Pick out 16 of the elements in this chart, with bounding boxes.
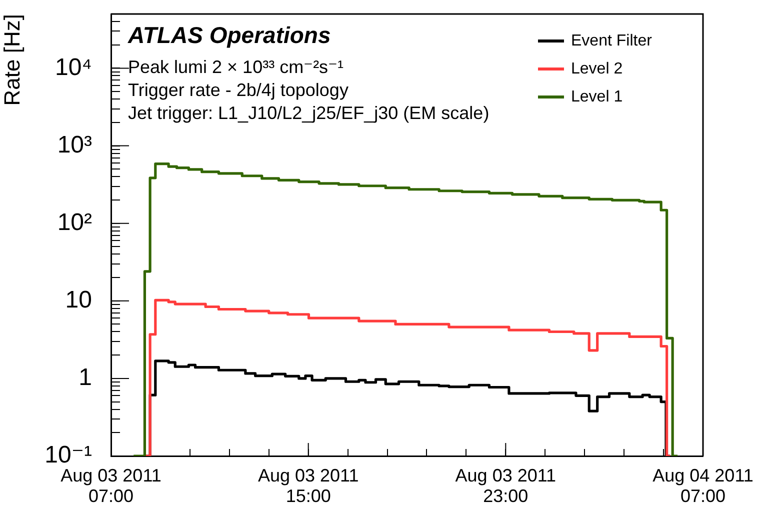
y-tick-label: 10⁴: [54, 54, 92, 81]
chart-title: ATLAS Operations: [127, 22, 331, 48]
y-tick-label: 1: [78, 364, 92, 392]
y-tick-label: 10: [65, 286, 92, 314]
y-tick-label: 10³: [57, 131, 92, 158]
y-tick-label: 10²: [57, 208, 92, 236]
x-tick-label: Aug 04 2011 07:00: [652, 465, 754, 506]
legend-label: Level 1: [571, 88, 623, 106]
annotation: Peak lumi 2 × 10³³ cm⁻²s⁻¹: [128, 57, 344, 77]
legend-label: Level 2: [571, 60, 623, 78]
annotation: Trigger rate - 2b/4j topology: [128, 80, 348, 100]
y-axis-title: Rate [Hz]: [0, 14, 24, 106]
x-tick-label: Aug 03 2011 15:00: [258, 465, 359, 506]
legend-label: Event Filter: [571, 32, 653, 50]
annotation: Jet trigger: L1_J10/L2_j25/EF_j30 (EM scale): [128, 103, 490, 123]
x-tick-label: Aug 03 2011 23:00: [455, 465, 556, 506]
